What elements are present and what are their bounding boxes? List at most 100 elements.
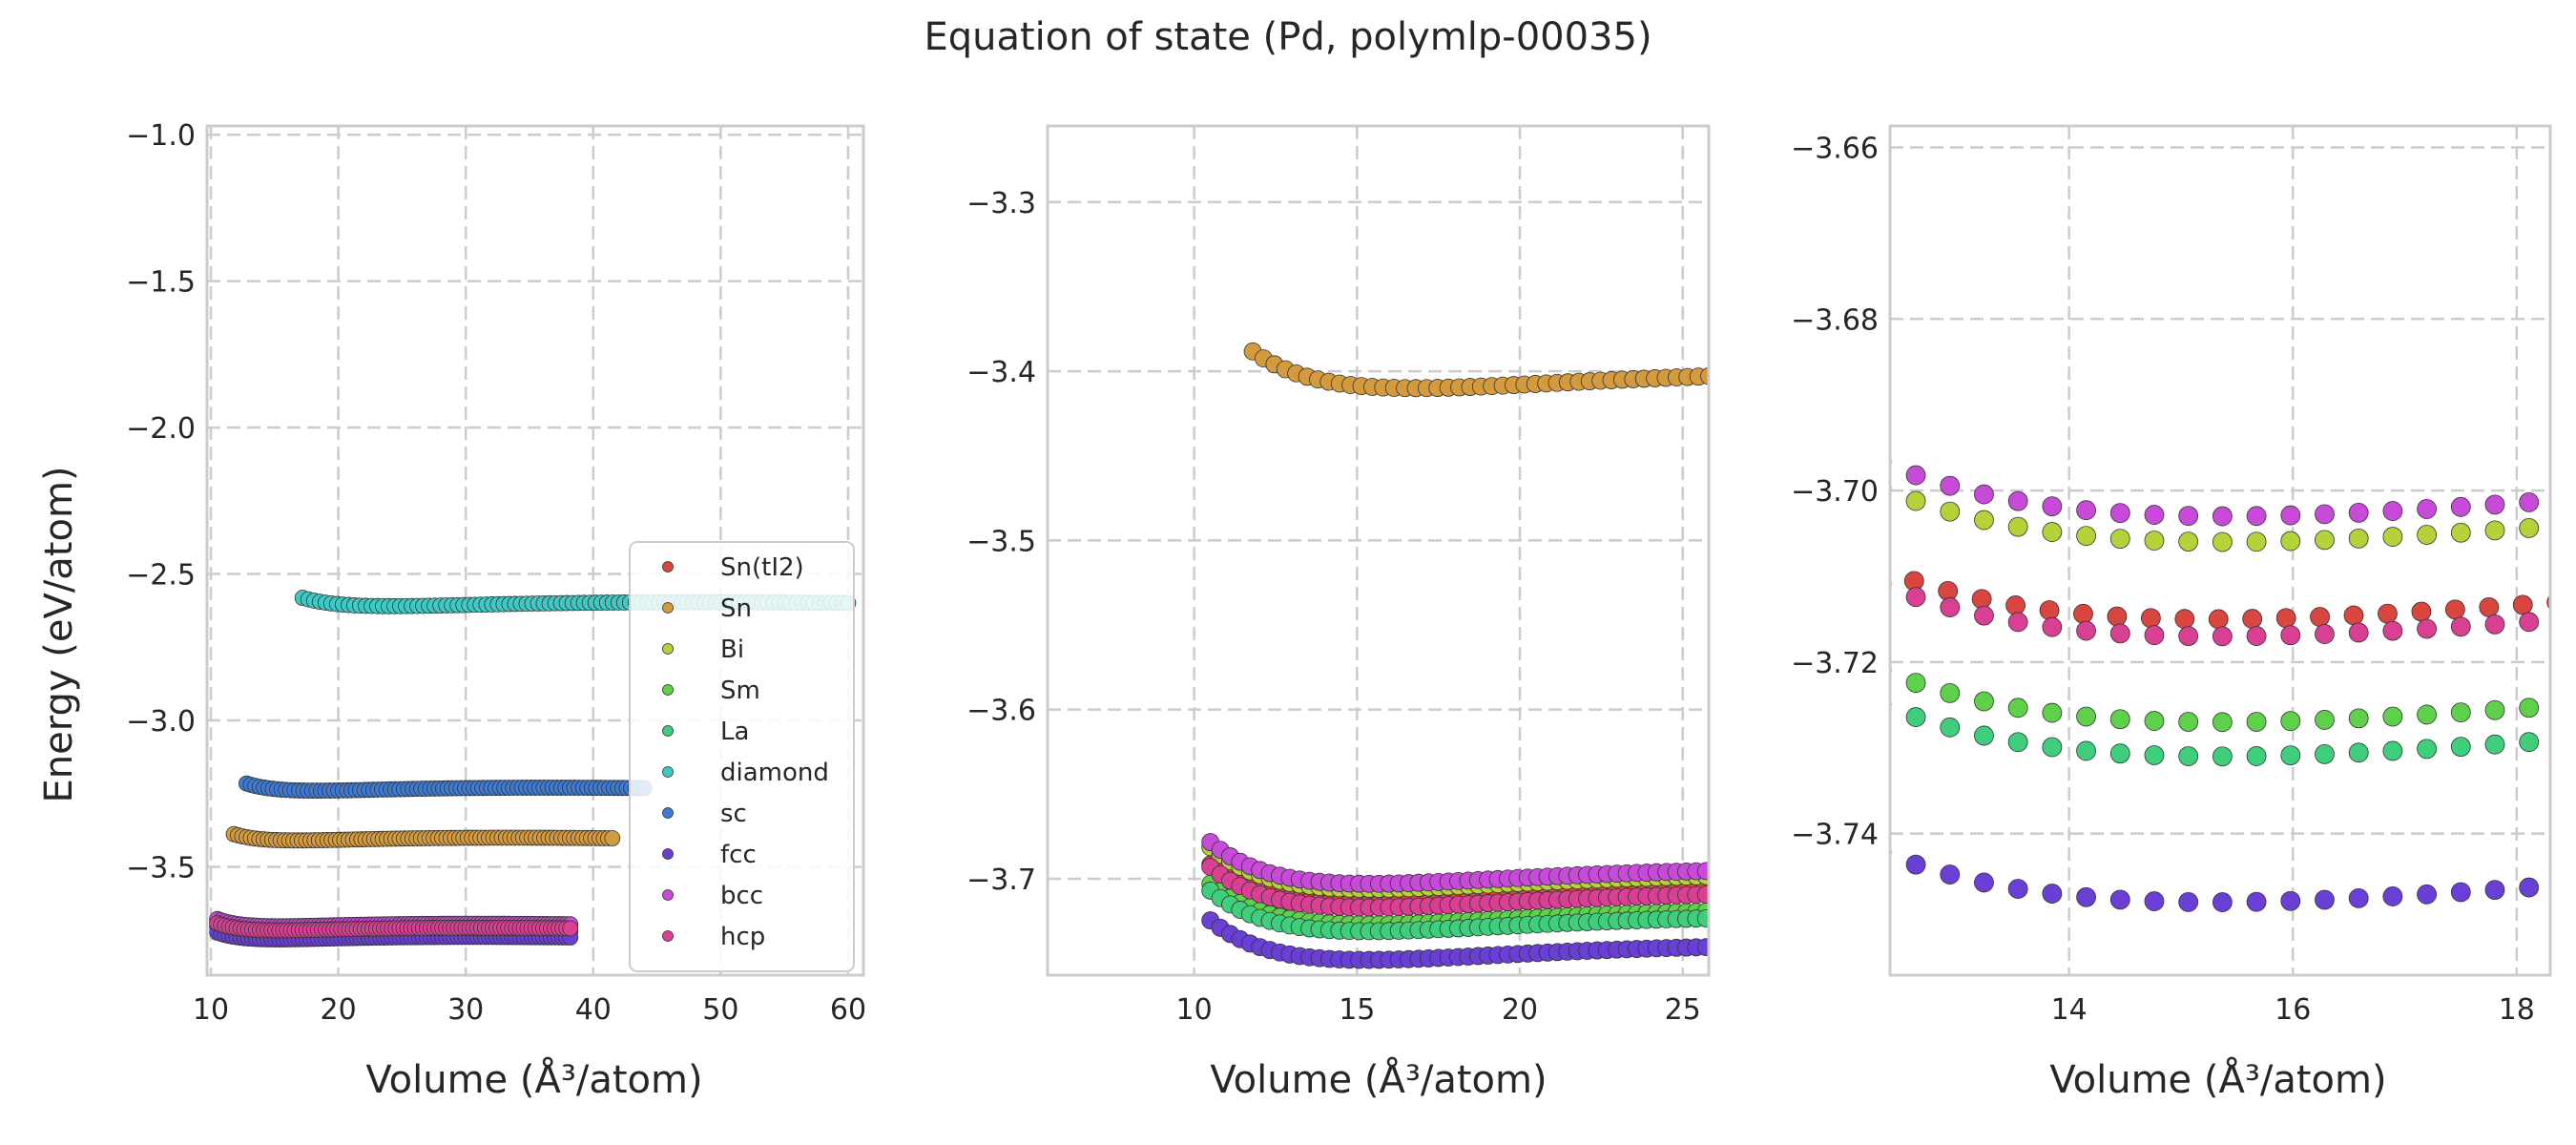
point-Sm [2212, 712, 2233, 733]
point-La [1896, 908, 1913, 926]
point-Bi [2450, 522, 2471, 543]
point-La [1974, 725, 1994, 746]
point-fcc [1945, 938, 1963, 955]
plot-3: 14 16 18 −3.74 −3.72 −3.70 −3.68 −3.66 [1668, 124, 2552, 1027]
x-tick-label: 15 [1339, 993, 1375, 1027]
point-La [1857, 908, 1874, 926]
point-Bi [2315, 530, 2335, 551]
point-Bi [1736, 393, 1755, 412]
legend-marker [662, 930, 674, 942]
plot-2: 10 15 20 25 −3.7 −3.6 −3.5 −3.4 −3.3 [966, 75, 2310, 1027]
point-Sm [2025, 903, 2042, 920]
point-bcc [2382, 501, 2403, 521]
point-Sm [1717, 903, 1735, 920]
point-sc [2237, 76, 2254, 94]
point-hcp [2280, 625, 2301, 646]
point-sc [2293, 77, 2310, 94]
point-hcp [2382, 620, 2403, 641]
x-tick-label: 10 [1176, 993, 1213, 1027]
point-Sn [2038, 364, 2055, 382]
point-hcp [2042, 616, 2063, 637]
point-hcp [2246, 626, 2267, 646]
point-Sn [2125, 365, 2142, 383]
point-Sn [2157, 365, 2174, 383]
point-sc [1969, 75, 1986, 93]
point-Sn(tI2) [1822, 882, 1839, 899]
point-Sm [1787, 902, 1804, 919]
point-Sn [2113, 365, 2130, 383]
axes-frame [1888, 124, 2552, 977]
point-Sn(tI2) [2242, 609, 2263, 629]
point-fcc [2085, 940, 2102, 957]
point-Sn [1788, 365, 1805, 383]
point-bcc [1770, 395, 1789, 414]
point-Sm [2246, 712, 2267, 732]
point-hcp [1896, 885, 1913, 902]
point-fcc [1905, 937, 1922, 954]
point-hcp [1955, 885, 1972, 903]
point-Sn(tI2) [1832, 882, 1849, 899]
point-fcc [1668, 692, 1687, 711]
point-Sn [1951, 364, 1968, 381]
point-Sm [1955, 902, 1972, 919]
point-Sm [1668, 507, 1687, 526]
point-Bi [2104, 868, 2121, 885]
legend-marker [662, 643, 674, 655]
points-group [1668, 393, 2550, 912]
point-Sn(tI2) [2343, 605, 2364, 626]
point-Bi [1905, 490, 1926, 511]
point-Sm [2348, 708, 2369, 729]
point-sc [1545, 90, 1562, 107]
point-Bi [1776, 866, 1794, 884]
point-Bi [1797, 866, 1814, 884]
point-bcc [1817, 861, 1834, 878]
point-Sm [1974, 691, 1994, 712]
point-sc [2271, 77, 2288, 94]
point-Sn(tI2) [1901, 882, 1918, 899]
point-hcp [1945, 885, 1963, 902]
point-bcc [1890, 456, 1892, 468]
point-hcp [1737, 885, 1755, 903]
point-Bi [1727, 867, 1744, 885]
point-Sm [1807, 902, 1824, 919]
point-Sn [1798, 365, 1816, 383]
point-hcp [2417, 618, 2438, 639]
point-hcp [1905, 587, 1926, 608]
point-fcc [2280, 890, 2301, 911]
point-Sm [2109, 709, 2130, 730]
point-sc [1768, 79, 1785, 96]
point-sc [2259, 76, 2276, 94]
point-fcc [2045, 939, 2062, 956]
point-sc [2171, 75, 2188, 93]
point-hcp [1974, 605, 1994, 626]
point-sc [1891, 76, 1908, 94]
legend-marker [662, 602, 674, 614]
point-Sm [1804, 627, 1823, 646]
x-tick-label: 25 [1665, 993, 1701, 1027]
point-fcc [1717, 938, 1735, 955]
point-Sn(tI2) [2174, 609, 2195, 630]
point-sc [2136, 75, 2153, 93]
point-La [1717, 909, 1735, 926]
point-sc [1735, 80, 1752, 97]
point-fcc [2144, 891, 2165, 911]
point-bcc [2212, 506, 2233, 527]
point-La [2484, 734, 2505, 755]
point-La [2015, 909, 2032, 926]
point-Sm [1995, 903, 2012, 920]
point-La [1936, 908, 1953, 926]
point-bcc [2178, 506, 2199, 527]
point-bcc [2005, 862, 2022, 879]
point-bcc [1696, 862, 1709, 881]
point-Sn [1766, 365, 1783, 383]
points-group [209, 590, 857, 947]
point-Sm [1702, 545, 1721, 564]
point-Sm [1896, 902, 1913, 919]
point-La [1807, 908, 1824, 926]
point-fcc [1817, 937, 1834, 954]
legend-marker [662, 561, 674, 572]
point-sc [1690, 82, 1707, 99]
point-hcp [1702, 459, 1721, 478]
point-Sn(tI2) [1702, 447, 1721, 466]
